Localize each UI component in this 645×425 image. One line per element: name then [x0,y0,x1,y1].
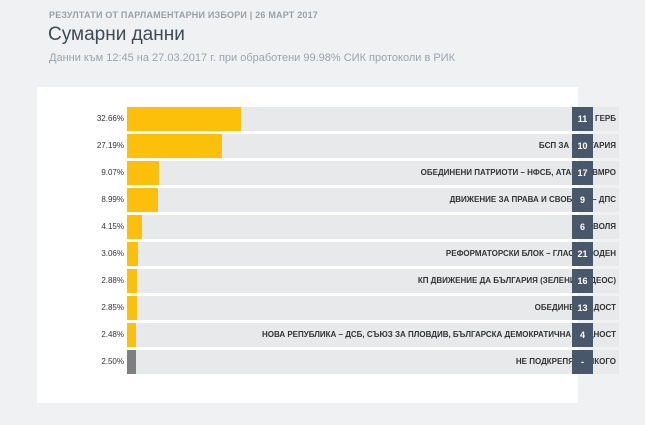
seats-badge: 4 [572,323,593,347]
results-card: 32.66% ПП ГЕРБ 11 27.19% БСП ЗА БЪЛГАРИЯ 10 9.… [37,87,619,403]
bar [127,350,136,374]
seats-badge: 21 [572,242,593,266]
bar-track: ДВИЖЕНИЕ ЗА ПРАВА И СВОБОДИ – ДПС [127,188,619,212]
party-name: ОБЕДИНЕНИ ПАТРИОТИ – НФСБ, АТАКА И ВМРО [420,168,616,177]
bar [127,269,138,293]
supertitle: РЕЗУЛТАТИ ОТ ПАРЛАМЕНТАРНИ ИЗБОРИ | 26 М… [49,10,319,20]
percentage-label: 27.19% [96,141,124,150]
party-name: ВОЛЯ [593,222,616,231]
result-row: 2.50% НЕ ПОДКРЕПЯМ НИКОГО - [90,350,619,374]
percentage-label: 3.06% [101,249,124,258]
percentage-label: 9.07% [101,168,124,177]
bar-track: НОВА РЕПУБЛИКА – ДСБ, СЪЮЗ ЗА ПЛОВДИВ, Б… [127,323,619,347]
result-row: 8.99% ДВИЖЕНИЕ ЗА ПРАВА И СВОБОДИ – ДПС 9 [90,188,619,212]
bar [127,242,138,266]
percentage-label: 8.99% [101,195,124,204]
percentage-label: 2.50% [101,357,124,366]
seats-badge: 16 [572,269,593,293]
seats-badge: - [572,350,593,374]
result-row: 32.66% ПП ГЕРБ 11 [90,107,619,131]
bar [127,188,159,212]
result-row: 2.48% НОВА РЕПУБЛИКА – ДСБ, СЪЮЗ ЗА ПЛОВД… [90,323,619,347]
percentage-label: 4.15% [101,222,124,231]
bar [127,215,142,239]
seats-badge: 10 [572,134,593,158]
page-title: Сумарни данни [48,24,185,45]
bar [127,134,223,158]
party-name: РЕФОРМАТОРСКИ БЛОК – ГЛАС НАРОДЕН [445,249,616,258]
page-subtitle: Данни към 12:45 на 27.03.2017 г. при обр… [49,52,456,64]
result-row: 2.88% КП ДВИЖЕНИЕ ДА БЪЛГАРИЯ (ЗЕЛЕНИТЕ, … [90,269,619,293]
seats-badge: 6 [572,215,593,239]
bar [127,161,159,185]
percentage-label: 2.88% [101,276,124,285]
bar-track: ПП ГЕРБ [127,107,619,131]
party-name: КП ДВИЖЕНИЕ ДА БЪЛГАРИЯ (ЗЕЛЕНИТЕ, ДЕОС) [417,276,616,285]
percentage-label: 2.85% [101,303,124,312]
bar-track: ОБЕДИНЕНИЕ ДОСТ [127,296,619,320]
party-name: НОВА РЕПУБЛИКА – ДСБ, СЪЮЗ ЗА ПЛОВДИВ, Б… [261,330,616,339]
party-name: НЕ ПОДКРЕПЯМ НИКОГО [515,357,616,366]
result-row: 2.85% ОБЕДИНЕНИЕ ДОСТ 13 [90,296,619,320]
percentage-label: 2.48% [101,330,124,339]
bar [127,107,242,131]
party-name: ПП ГЕРБ [581,114,616,123]
result-row: 9.07% ОБЕДИНЕНИ ПАТРИОТИ – НФСБ, АТАКА И … [90,161,619,185]
result-row: 27.19% БСП ЗА БЪЛГАРИЯ 10 [90,134,619,158]
bar-track: КП ДВИЖЕНИЕ ДА БЪЛГАРИЯ (ЗЕЛЕНИТЕ, ДЕОС) [127,269,619,293]
bar [127,323,136,347]
bar-track: РЕФОРМАТОРСКИ БЛОК – ГЛАС НАРОДЕН [127,242,619,266]
result-row: 3.06% РЕФОРМАТОРСКИ БЛОК – ГЛАС НАРОДЕН 21 [90,242,619,266]
party-name: ДВИЖЕНИЕ ЗА ПРАВА И СВОБОДИ – ДПС [449,195,616,204]
seats-badge: 17 [572,161,593,185]
bar-track: НЕ ПОДКРЕПЯМ НИКОГО [127,350,619,374]
result-row: 4.15% ВОЛЯ 6 [90,215,619,239]
seats-badge: 9 [572,188,593,212]
bar-track: ВОЛЯ [127,215,619,239]
bar-track: БСП ЗА БЪЛГАРИЯ [127,134,619,158]
bar [127,296,137,320]
bar-track: ОБЕДИНЕНИ ПАТРИОТИ – НФСБ, АТАКА И ВМРО [127,161,619,185]
seats-badge: 11 [572,107,593,131]
percentage-label: 32.66% [96,114,124,123]
seats-badge: 13 [572,296,593,320]
